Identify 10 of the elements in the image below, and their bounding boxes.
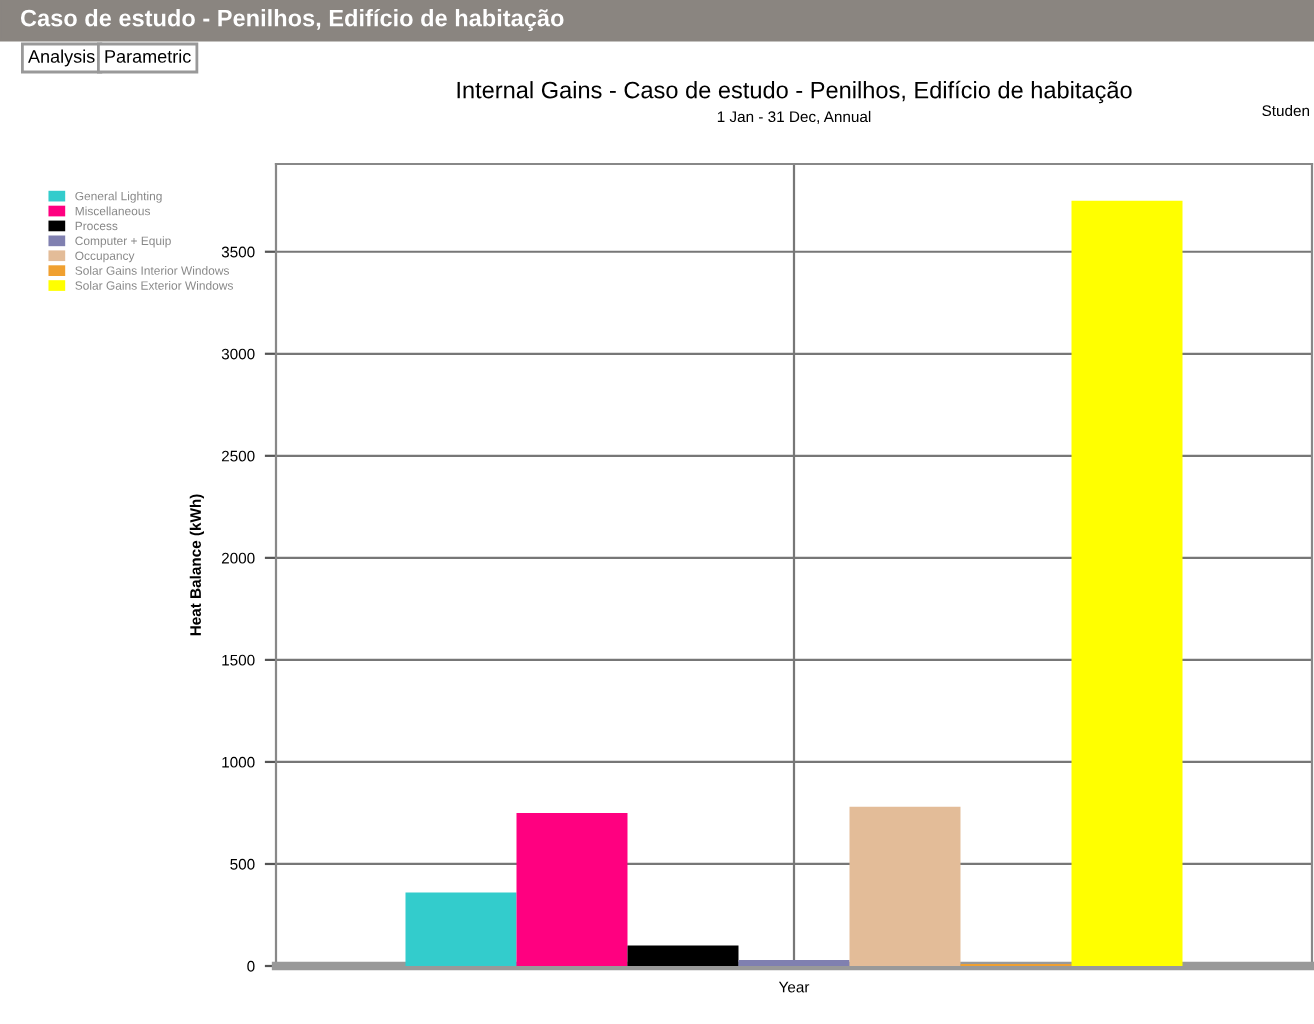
text: Analysis (28, 49, 95, 67)
bar (627, 945, 739, 966)
chart-title: Internal Gains - Caso de estudo - Penilhos, Edifício de habitação (457, 80, 1132, 104)
bar (738, 959, 850, 966)
bar (405, 892, 517, 966)
text: Parametric (105, 49, 191, 63)
bar (1071, 200, 1183, 966)
bar (516, 812, 628, 966)
text: Caso de estudo - Penilhos, Edifício de habitação (20, 8, 564, 32)
bar (849, 806, 961, 966)
